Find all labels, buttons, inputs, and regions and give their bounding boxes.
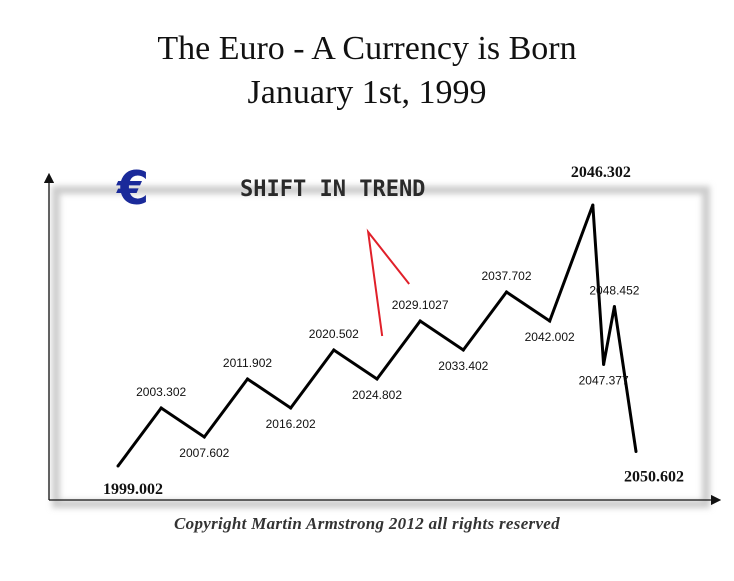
turning-point-1 xyxy=(159,406,163,410)
turning-point-13 xyxy=(612,305,616,308)
point-label-8: 2033.402 xyxy=(438,359,488,373)
point-label-11: 2046.302 xyxy=(571,164,631,181)
turning-point-0 xyxy=(116,464,120,468)
shift-in-trend-label: SHIFT IN TREND xyxy=(240,177,425,202)
turning-point-14 xyxy=(634,450,638,453)
turning-point-6 xyxy=(375,377,379,381)
frame-shadow xyxy=(52,186,710,508)
turning-point-9 xyxy=(505,290,508,294)
turning-point-3 xyxy=(246,377,249,381)
turning-point-10 xyxy=(548,319,552,323)
trend-pointer-line xyxy=(366,228,410,337)
turning-point-11 xyxy=(591,203,595,207)
copyright-notice: Copyright Martin Armstrong 2012 all righ… xyxy=(174,514,560,533)
euro-symbol-icon: € xyxy=(116,161,149,215)
turning-point-4 xyxy=(289,406,293,410)
turning-point-7 xyxy=(418,319,422,323)
point-label-4: 2016.202 xyxy=(266,417,316,431)
euro-logo: € xyxy=(116,161,149,215)
point-label-7: 2029.1027 xyxy=(392,298,449,312)
turning-point-2 xyxy=(202,435,206,439)
turning-point-5 xyxy=(332,348,336,352)
point-label-0: 1999.002 xyxy=(103,481,163,498)
point-label-1: 2003.302 xyxy=(136,385,186,399)
point-label-5: 2020.502 xyxy=(309,327,359,341)
chart-frame xyxy=(43,172,722,508)
point-label-6: 2024.802 xyxy=(352,388,402,402)
point-label-10: 2042.002 xyxy=(525,330,575,344)
chart-title: The Euro - A Currency is Born xyxy=(157,30,577,67)
turning-point-12 xyxy=(602,363,606,366)
point-label-2: 2007.602 xyxy=(179,446,229,460)
point-label-14: 2050.602 xyxy=(624,469,684,486)
chart-subtitle: January 1st, 1999 xyxy=(247,74,487,111)
turning-point-labels: 1999.002 2003.302 2007.602 2011.902 2016.202… xyxy=(103,164,684,498)
point-label-3: 2011.902 xyxy=(223,356,272,370)
euro-cycle-series xyxy=(116,203,638,468)
trend-annotation: SHIFT IN TREND xyxy=(240,177,425,337)
point-label-13: 2048.452 xyxy=(589,284,639,298)
point-label-12: 2047.377 xyxy=(579,374,629,388)
point-label-9: 2037.702 xyxy=(481,269,531,283)
turning-point-8 xyxy=(461,348,465,352)
